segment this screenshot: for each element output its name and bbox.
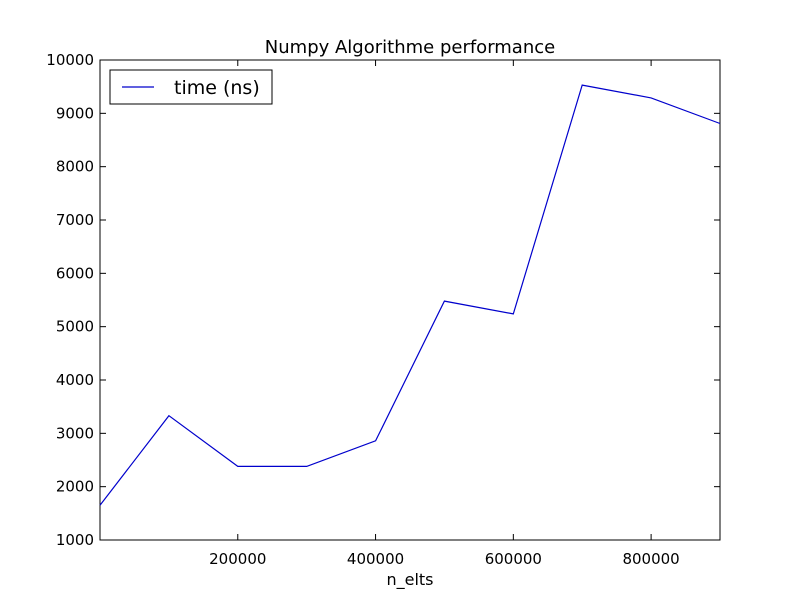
x-tick-label: 600000 [485,550,542,568]
y-tick-label: 2000 [56,478,94,496]
x-tick-label: 400000 [347,550,404,568]
y-tick-label: 4000 [56,371,94,389]
series-layer [99,84,721,506]
y-ticks: 1000 2000 3000 4000 5000 6000 7000 8000 9000 1000… [46,51,720,549]
y-tick-label: 3000 [56,424,94,442]
y-tick-label: 10000 [46,51,94,69]
x-ticks: 200000 400000 600000 800000 [209,60,680,568]
y-tick-label: 8000 [56,158,94,176]
x-tick-label: 800000 [622,550,679,568]
y-tick-label: 6000 [56,264,94,282]
series-line [99,84,721,506]
y-tick-label: 5000 [56,318,94,336]
legend: time (ns) [109,69,273,105]
y-tick-label: 1000 [56,531,94,549]
x-tick-label: 200000 [209,550,266,568]
chart-title: Numpy Algorithme performance [265,37,555,58]
x-axis-label: n_elts [386,570,433,590]
y-tick-label: 7000 [56,211,94,229]
plot-frame [99,59,721,541]
y-tick-label: 9000 [56,104,94,122]
legend-label: time (ns) [174,77,260,99]
